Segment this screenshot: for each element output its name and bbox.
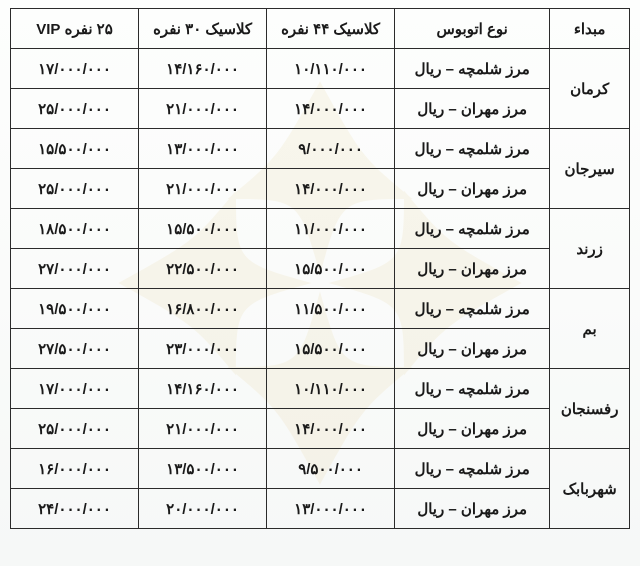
price-classic30: ۱۴/۱۶۰/۰۰۰ [139, 369, 267, 409]
price-vip25: ۱۷/۰۰۰/۰۰۰ [11, 369, 139, 409]
destination-cell: مرز مهران – ریال [395, 89, 550, 129]
table-row: شهربابکمرز شلمچه – ریال۹/۵۰۰/۰۰۰۱۳/۵۰۰/۰… [11, 449, 630, 489]
table-row: مرز مهران – ریال۱۴/۰۰۰/۰۰۰۲۱/۰۰۰/۰۰۰۲۵/۰… [11, 169, 630, 209]
price-classic30: ۲۳/۰۰۰/۰۰۰ [139, 329, 267, 369]
price-vip25: ۲۵/۰۰۰/۰۰۰ [11, 169, 139, 209]
table-row: مرز مهران – ریال۱۵/۵۰۰/۰۰۰۲۲/۵۰۰/۰۰۰۲۷/۰… [11, 249, 630, 289]
origin-cell: بم [550, 289, 630, 369]
table-row: رفسنجانمرز شلمچه – ریال۱۰/۱۱۰/۰۰۰۱۴/۱۶۰/… [11, 369, 630, 409]
destination-cell: مرز مهران – ریال [395, 329, 550, 369]
price-classic44: ۱۵/۵۰۰/۰۰۰ [267, 249, 395, 289]
col-header-classic44: کلاسیک ۴۴ نفره [267, 9, 395, 49]
table-row: سیرجانمرز شلمچه – ریال۹/۰۰۰/۰۰۰۱۳/۰۰۰/۰۰… [11, 129, 630, 169]
price-vip25: ۲۵/۰۰۰/۰۰۰ [11, 409, 139, 449]
destination-cell: مرز شلمچه – ریال [395, 209, 550, 249]
table-row: زرندمرز شلمچه – ریال۱۱/۰۰۰/۰۰۰۱۵/۵۰۰/۰۰۰… [11, 209, 630, 249]
price-classic30: ۲۱/۰۰۰/۰۰۰ [139, 169, 267, 209]
col-header-vip25: ۲۵ نفره VIP [11, 9, 139, 49]
destination-cell: مرز مهران – ریال [395, 489, 550, 529]
price-classic44: ۱۰/۱۱۰/۰۰۰ [267, 49, 395, 89]
price-classic44: ۱۰/۱۱۰/۰۰۰ [267, 369, 395, 409]
price-classic44: ۹/۰۰۰/۰۰۰ [267, 129, 395, 169]
price-vip25: ۲۴/۰۰۰/۰۰۰ [11, 489, 139, 529]
origin-cell: زرند [550, 209, 630, 289]
bus-fare-table: مبداء نوع اتوبوس کلاسیک ۴۴ نفره کلاسیک ۳… [10, 8, 630, 529]
price-classic30: ۲۱/۰۰۰/۰۰۰ [139, 409, 267, 449]
origin-cell: کرمان [550, 49, 630, 129]
destination-cell: مرز شلمچه – ریال [395, 129, 550, 169]
price-vip25: ۱۶/۰۰۰/۰۰۰ [11, 449, 139, 489]
price-classic30: ۲۱/۰۰۰/۰۰۰ [139, 89, 267, 129]
price-classic44: ۱۴/۰۰۰/۰۰۰ [267, 169, 395, 209]
price-vip25: ۱۵/۵۰۰/۰۰۰ [11, 129, 139, 169]
table-row: مرز مهران – ریال۱۴/۰۰۰/۰۰۰۲۱/۰۰۰/۰۰۰۲۵/۰… [11, 409, 630, 449]
col-header-origin: مبداء [550, 9, 630, 49]
price-classic30: ۱۳/۵۰۰/۰۰۰ [139, 449, 267, 489]
destination-cell: مرز شلمچه – ریال [395, 449, 550, 489]
destination-cell: مرز مهران – ریال [395, 169, 550, 209]
table-header-row: مبداء نوع اتوبوس کلاسیک ۴۴ نفره کلاسیک ۳… [11, 9, 630, 49]
price-classic44: ۱۵/۵۰۰/۰۰۰ [267, 329, 395, 369]
destination-cell: مرز مهران – ریال [395, 249, 550, 289]
price-classic44: ۹/۵۰۰/۰۰۰ [267, 449, 395, 489]
table-row: مرز مهران – ریال۱۵/۵۰۰/۰۰۰۲۳/۰۰۰/۰۰۰۲۷/۵… [11, 329, 630, 369]
price-vip25: ۱۸/۵۰۰/۰۰۰ [11, 209, 139, 249]
price-classic44: ۱۴/۰۰۰/۰۰۰ [267, 409, 395, 449]
destination-cell: مرز مهران – ریال [395, 409, 550, 449]
origin-cell: سیرجان [550, 129, 630, 209]
col-header-classic30: کلاسیک ۳۰ نفره [139, 9, 267, 49]
price-vip25: ۱۹/۵۰۰/۰۰۰ [11, 289, 139, 329]
destination-cell: مرز شلمچه – ریال [395, 369, 550, 409]
table-row: کرمانمرز شلمچه – ریال۱۰/۱۱۰/۰۰۰۱۴/۱۶۰/۰۰… [11, 49, 630, 89]
price-classic30: ۲۰/۰۰۰/۰۰۰ [139, 489, 267, 529]
price-classic30: ۲۲/۵۰۰/۰۰۰ [139, 249, 267, 289]
price-classic44: ۱۱/۵۰۰/۰۰۰ [267, 289, 395, 329]
price-classic30: ۱۳/۰۰۰/۰۰۰ [139, 129, 267, 169]
price-vip25: ۲۵/۰۰۰/۰۰۰ [11, 89, 139, 129]
price-vip25: ۱۷/۰۰۰/۰۰۰ [11, 49, 139, 89]
destination-cell: مرز شلمچه – ریال [395, 49, 550, 89]
price-classic30: ۱۶/۸۰۰/۰۰۰ [139, 289, 267, 329]
table-row: بممرز شلمچه – ریال۱۱/۵۰۰/۰۰۰۱۶/۸۰۰/۰۰۰۱۹… [11, 289, 630, 329]
origin-cell: شهربابک [550, 449, 630, 529]
price-classic30: ۱۵/۵۰۰/۰۰۰ [139, 209, 267, 249]
price-classic30: ۱۴/۱۶۰/۰۰۰ [139, 49, 267, 89]
origin-cell: رفسنجان [550, 369, 630, 449]
price-classic44: ۱۴/۰۰۰/۰۰۰ [267, 89, 395, 129]
price-classic44: ۱۳/۰۰۰/۰۰۰ [267, 489, 395, 529]
col-header-bustype: نوع اتوبوس [395, 9, 550, 49]
table-row: مرز مهران – ریال۱۳/۰۰۰/۰۰۰۲۰/۰۰۰/۰۰۰۲۴/۰… [11, 489, 630, 529]
price-classic44: ۱۱/۰۰۰/۰۰۰ [267, 209, 395, 249]
price-vip25: ۲۷/۵۰۰/۰۰۰ [11, 329, 139, 369]
destination-cell: مرز شلمچه – ریال [395, 289, 550, 329]
table-row: مرز مهران – ریال۱۴/۰۰۰/۰۰۰۲۱/۰۰۰/۰۰۰۲۵/۰… [11, 89, 630, 129]
price-vip25: ۲۷/۰۰۰/۰۰۰ [11, 249, 139, 289]
